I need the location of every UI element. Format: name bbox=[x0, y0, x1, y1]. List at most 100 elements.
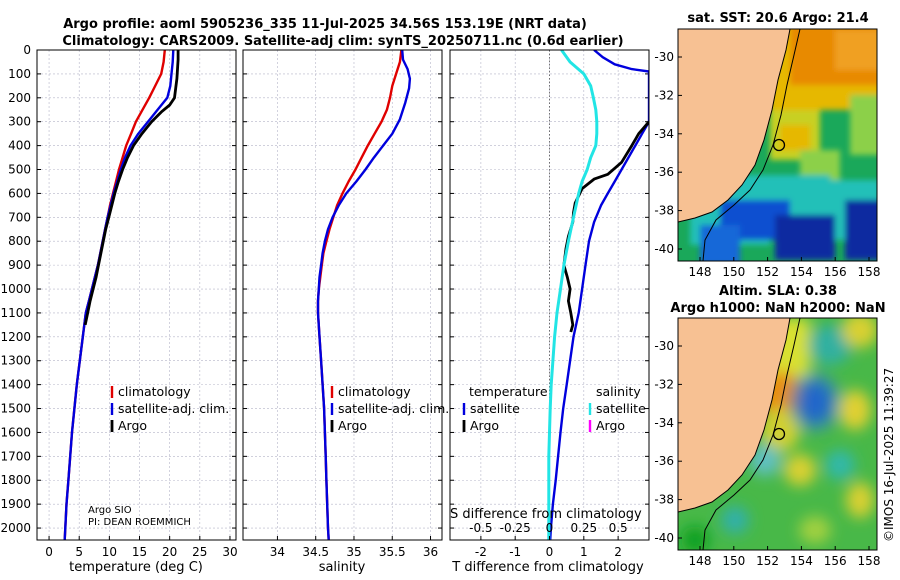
depth-tick-label: 200 bbox=[8, 91, 31, 105]
sla-map-title1: Altim. SLA: 0.38 bbox=[719, 284, 837, 299]
depth-tick-label: 1300 bbox=[0, 354, 31, 368]
difference-panel: -2 -1 0 1 2 -0.5 -0.25 0 0.25 0.5 S difference f… bbox=[449, 49, 650, 575]
x-tick-label: 2 bbox=[614, 545, 622, 559]
x-tick-label: 0 bbox=[546, 545, 554, 559]
argo-position-marker bbox=[772, 138, 786, 152]
depth-tick-label: 1400 bbox=[0, 378, 31, 392]
depth-tick-label: 600 bbox=[8, 186, 31, 200]
x-tick-label: 34 bbox=[270, 545, 285, 559]
series-line-satellite-adj-clim- bbox=[316, 50, 412, 540]
difference-legend: temperature satellite Argo salinity sate… bbox=[462, 384, 646, 433]
salinity-legend: climatology satellite-adj. clim. Argo bbox=[330, 384, 449, 433]
depth-tick-label: 0 bbox=[23, 43, 31, 57]
legend-salinity: salinity bbox=[596, 384, 641, 399]
argo-position-marker-2 bbox=[772, 427, 786, 441]
s-tick-label: 0.5 bbox=[609, 521, 628, 535]
depth-tick-label: 1500 bbox=[0, 402, 31, 416]
map-y-tick-label: -34 bbox=[654, 127, 674, 141]
x-tick-label: 36 bbox=[423, 545, 438, 559]
depth-tick-label: 400 bbox=[8, 139, 31, 153]
depth-tick-label: 1700 bbox=[0, 449, 31, 463]
float-info-line1: Argo SIO bbox=[88, 505, 132, 516]
depth-tick-label: 100 bbox=[8, 67, 31, 81]
map-y-tick-label: -32 bbox=[654, 88, 674, 102]
sst-map: sat. SST: 20.6 Argo: 21.4 bbox=[654, 11, 881, 279]
salinity-xlabel: salinity bbox=[319, 560, 366, 575]
map-y-tick-label: -38 bbox=[654, 204, 674, 218]
x-tick-label: -1 bbox=[509, 545, 521, 559]
x-tick-label: 10 bbox=[102, 545, 117, 559]
legend-climatology-2: climatology bbox=[338, 384, 411, 399]
depth-tick-label: 1100 bbox=[0, 306, 31, 320]
map-y-tick-label: -40 bbox=[654, 531, 674, 545]
legend-temp-satellite: satellite bbox=[470, 401, 520, 416]
s-tick-label: 0.25 bbox=[570, 521, 597, 535]
legend-argo: Argo bbox=[118, 418, 147, 433]
sla-land bbox=[678, 318, 790, 512]
s-tick-label: 0 bbox=[546, 521, 554, 535]
s-tick-label: -0.25 bbox=[500, 521, 531, 535]
map-y-tick-label: -32 bbox=[654, 377, 674, 391]
depth-axis: 0 100 200 300 400 500 600 700 800 900 1000 1100 1200… bbox=[0, 43, 31, 535]
map-x-tick-label: 150 bbox=[722, 554, 745, 568]
x-tick-label: 34.5 bbox=[302, 545, 329, 559]
x-tick-label: 5 bbox=[75, 545, 83, 559]
legend-climatology: climatology bbox=[118, 384, 191, 399]
map-y-tick-label: -30 bbox=[654, 339, 674, 353]
x-tick-label: 35 bbox=[346, 545, 361, 559]
sla-map: Altim. SLA: 0.38 Argo h1000: NaN h2000: … bbox=[654, 284, 885, 568]
main-title-line2: Climatology: CARS2009. Satellite-adj cli… bbox=[62, 34, 623, 49]
map-x-tick-label: 148 bbox=[689, 265, 712, 279]
depth-tick-label: 1000 bbox=[0, 282, 31, 296]
temperature-xlabel: temperature (deg C) bbox=[69, 560, 203, 575]
map-x-tick-label: 156 bbox=[824, 265, 847, 279]
map-x-tick-label: 152 bbox=[756, 554, 779, 568]
depth-tick-label: 1800 bbox=[0, 473, 31, 487]
sla-map-title2: Argo h1000: NaN h2000: NaN bbox=[670, 301, 885, 316]
legend-argo-2: Argo bbox=[338, 418, 367, 433]
x-tick-label: 35.5 bbox=[379, 545, 406, 559]
difference-xlabel: T difference from climatology bbox=[451, 560, 644, 575]
map-x-tick-label: 158 bbox=[858, 265, 881, 279]
depth-tick-label: 2000 bbox=[0, 521, 31, 535]
depth-tick-label: 800 bbox=[8, 234, 31, 248]
sst-land bbox=[678, 29, 790, 222]
map-x-tick-label: 154 bbox=[790, 554, 813, 568]
legend-satellite: satellite-adj. clim. bbox=[118, 401, 229, 416]
map-x-tick-label: 156 bbox=[824, 554, 847, 568]
map-y-tick-label: -36 bbox=[654, 454, 674, 468]
map-x-tick-label: 150 bbox=[722, 265, 745, 279]
depth-tick-label: 300 bbox=[8, 115, 31, 129]
s-difference-label: S difference from climatology bbox=[450, 507, 642, 522]
legend-temp-argo: Argo bbox=[470, 418, 499, 433]
x-tick-label: -2 bbox=[475, 545, 487, 559]
legend-sal-argo: Argo bbox=[596, 418, 625, 433]
float-info-line2: PI: DEAN ROEMMICH bbox=[88, 517, 191, 528]
x-tick-label: 25 bbox=[192, 545, 207, 559]
depth-tick-label: 500 bbox=[8, 163, 31, 177]
map-x-tick-label: 154 bbox=[790, 265, 813, 279]
x-tick-label: 15 bbox=[132, 545, 147, 559]
sst-map-title: sat. SST: 20.6 Argo: 21.4 bbox=[687, 11, 868, 26]
temperature-panel: 0 5 10 15 20 25 30 temperature (deg C) climato… bbox=[36, 49, 238, 575]
x-tick-label: 30 bbox=[222, 545, 237, 559]
map-y-tick-label: -38 bbox=[654, 493, 674, 507]
depth-tick-label: 1200 bbox=[0, 330, 31, 344]
x-tick-label: 0 bbox=[45, 545, 53, 559]
series-line-temperature-satellite bbox=[549, 50, 649, 540]
s-tick-label: -0.5 bbox=[469, 521, 492, 535]
series-line-argo bbox=[83, 50, 180, 326]
map-x-tick-label: 158 bbox=[858, 554, 881, 568]
legend-temperature: temperature bbox=[469, 384, 548, 399]
depth-tick-label: 700 bbox=[8, 210, 31, 224]
legend-satellite-2: satellite-adj. clim. bbox=[338, 401, 449, 416]
x-tick-label: 1 bbox=[580, 545, 588, 559]
legend-sal-satellite: satellite bbox=[596, 401, 646, 416]
depth-tick-label: 1600 bbox=[0, 425, 31, 439]
timestamp: ©IMOS 16-Jul-2025 11:39:27 bbox=[882, 368, 896, 542]
map-x-tick-label: 148 bbox=[689, 554, 712, 568]
map-y-tick-label: -34 bbox=[654, 416, 674, 430]
main-title-line1: Argo profile: aoml 5905236_335 11-Jul-20… bbox=[63, 17, 587, 32]
depth-tick-label: 1900 bbox=[0, 497, 31, 511]
